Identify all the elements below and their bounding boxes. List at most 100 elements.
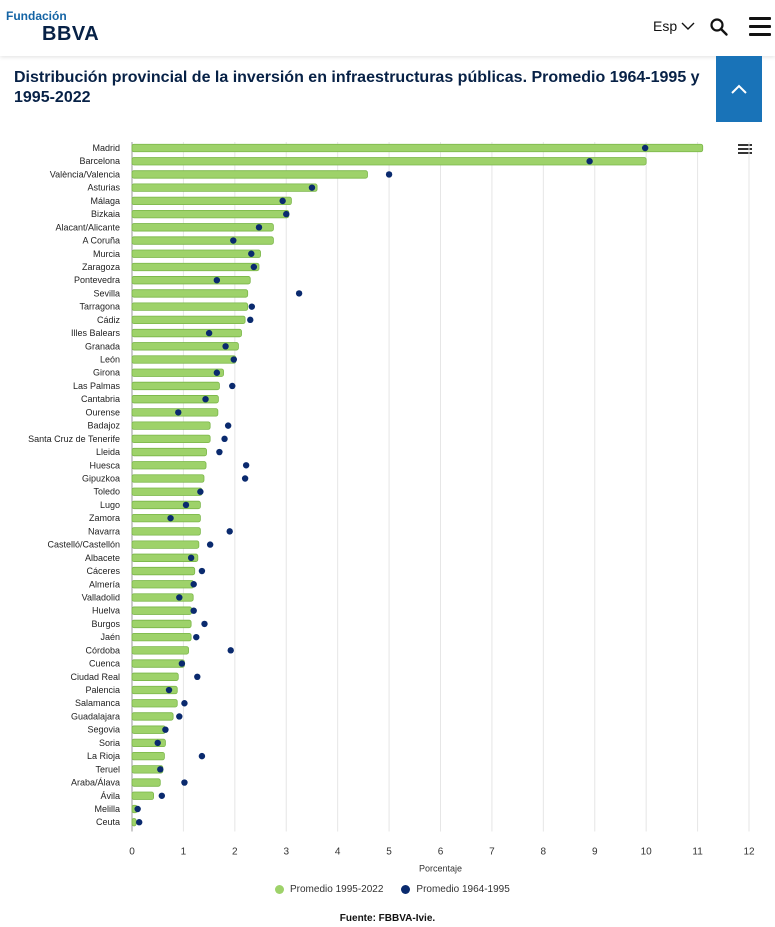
category-label: Navarra <box>88 526 120 536</box>
category-label: Pontevedra <box>74 275 120 285</box>
data-point <box>206 541 214 548</box>
data-point <box>226 528 233 535</box>
bar <box>131 249 261 258</box>
scroll-up-button[interactable] <box>716 56 762 122</box>
bar <box>131 395 219 404</box>
data-point <box>230 237 237 244</box>
x-tick-label: 9 <box>592 846 598 857</box>
bar <box>131 685 178 695</box>
data-point <box>175 409 182 416</box>
bar <box>131 170 368 179</box>
bar <box>131 818 137 827</box>
category-label: Ciudad Real <box>70 672 120 682</box>
bar <box>131 580 195 589</box>
data-point <box>190 581 197 588</box>
data-point <box>222 343 229 350</box>
bar <box>131 183 318 192</box>
category-label: Sevilla <box>93 288 120 298</box>
category-label: Burgos <box>91 619 120 629</box>
category-label: Melilla <box>94 804 120 814</box>
category-label: València/Valencia <box>50 169 120 179</box>
data-point <box>193 633 200 641</box>
data-point <box>221 435 228 443</box>
bar <box>131 236 274 245</box>
x-tick-label: 11 <box>692 846 703 857</box>
language-label: Esp <box>653 18 678 34</box>
bar <box>131 434 211 443</box>
language-selector[interactable]: Esp <box>653 18 695 34</box>
bar <box>131 553 199 562</box>
logo-main-text: BBVA <box>42 23 100 45</box>
category-label: Almería <box>89 579 120 589</box>
data-point <box>165 686 173 694</box>
category-label: Jaén <box>100 632 120 642</box>
data-point <box>176 594 183 601</box>
bar <box>131 474 205 483</box>
chart-context-menu-icon[interactable] <box>738 144 752 156</box>
bar <box>131 368 224 377</box>
site-header: Fundación BBVA Esp <box>0 0 775 56</box>
category-label: Ávila <box>100 791 120 801</box>
data-point <box>279 197 286 205</box>
data-point <box>250 263 258 271</box>
data-point <box>213 277 221 284</box>
bar <box>131 593 194 602</box>
category-label: Huelva <box>92 606 120 616</box>
bar <box>131 328 242 338</box>
category-label: Lugo <box>100 500 120 510</box>
category-label: Illes Balears <box>71 328 121 338</box>
bar <box>131 659 185 668</box>
category-label: Bizkaia <box>91 209 120 219</box>
bar <box>131 672 179 681</box>
data-point <box>308 184 316 191</box>
data-point <box>157 766 164 773</box>
bar <box>131 632 192 642</box>
category-label: Badajoz <box>87 421 120 431</box>
bar <box>131 408 219 417</box>
data-point <box>181 779 188 786</box>
bar <box>131 157 647 166</box>
x-axis-label: Porcentaje <box>419 863 462 873</box>
legend-item-dots[interactable]: Promedio 1964-1995 <box>401 884 510 895</box>
data-point <box>187 554 195 562</box>
bar <box>131 302 249 311</box>
chevron-down-icon <box>681 22 695 30</box>
category-label: Lleida <box>96 447 120 457</box>
data-point <box>295 290 303 297</box>
data-point <box>198 752 206 760</box>
data-point <box>248 250 255 257</box>
data-point <box>135 819 143 826</box>
data-point <box>182 501 190 509</box>
category-label: Málaga <box>90 196 120 206</box>
bar <box>131 143 704 153</box>
bar <box>131 527 201 536</box>
data-point <box>247 316 254 324</box>
category-label: Valladolid <box>82 592 120 602</box>
category-label: Granada <box>85 341 120 351</box>
data-point <box>162 726 169 733</box>
category-label: Barcelona <box>79 156 120 166</box>
data-point <box>176 713 183 720</box>
legend-swatch-dots <box>401 885 411 894</box>
category-label: Cuenca <box>89 659 120 669</box>
legend-label-bars: Promedio 1995-2022 <box>290 884 384 895</box>
bar <box>131 355 237 364</box>
bar <box>131 289 249 298</box>
category-label: Córdoba <box>85 645 120 655</box>
fundacion-bbva-logo[interactable]: Fundación BBVA <box>6 10 100 46</box>
hamburger-menu-icon[interactable] <box>749 17 771 37</box>
bar-chart: 0 1 2 3 4 5 6 7 8 9 10 11 12PorcentajeMadridBarcelon… <box>28 142 755 873</box>
data-point <box>241 475 249 482</box>
bar <box>131 342 239 351</box>
category-label: A Coruña <box>82 236 120 246</box>
category-label: Segovia <box>87 725 120 735</box>
bar <box>131 447 207 457</box>
data-point <box>194 673 201 680</box>
search-icon[interactable] <box>709 17 729 37</box>
legend-item-bars[interactable]: Promedio 1995-2022 <box>275 884 383 895</box>
category-label: Cádiz <box>97 315 121 325</box>
x-tick-label: 3 <box>283 846 289 857</box>
category-label: Zamora <box>89 513 120 523</box>
data-point <box>385 171 393 178</box>
data-point <box>201 620 208 628</box>
